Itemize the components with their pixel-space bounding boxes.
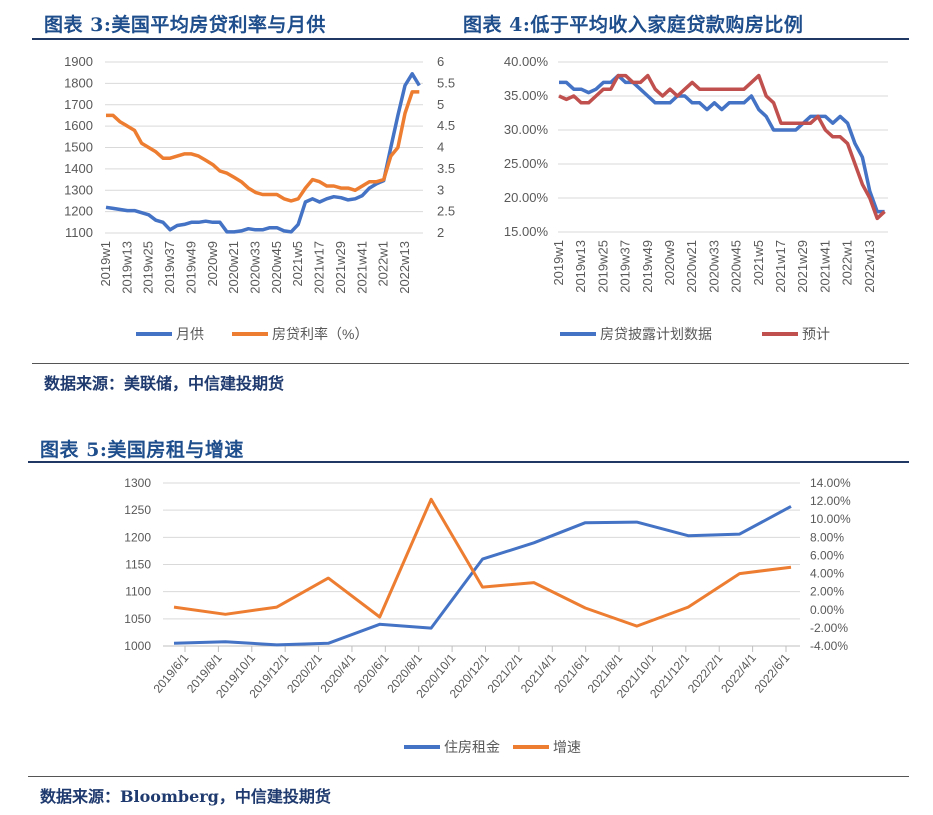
x-tick-label: 2020w9 [662,240,677,286]
title-rule [28,461,909,463]
legend-label: 预计 [802,326,830,342]
y-left-tick-label: 1300 [124,476,151,490]
x-tick-label: 2019w1 [551,240,566,286]
y-right-tick-label: 4 [437,140,444,155]
x-tick-label: 2021w17 [773,240,788,293]
y-right-tick-label: 4.00% [810,567,844,581]
series-line-2 [173,497,792,628]
y-right-tick-label: 4.5 [437,118,455,133]
x-tick-label: 2022w13 [397,241,412,294]
x-tick-label: 2020w45 [269,241,284,294]
y-left-tick-label: 30.00% [504,122,549,137]
x-tick-label: 2022w13 [862,240,877,293]
figure-5-title: 图表 5:美国房租与增速 [40,439,244,461]
x-tick-label: 2019w13 [119,241,134,294]
x-tick-label: 2020w9 [205,241,220,287]
divider [32,363,909,364]
y-left-tick-label: 15.00% [504,224,549,239]
y-right-tick-label: 8.00% [810,530,844,544]
series-line-2 [558,73,886,221]
x-tick-label: 2020w21 [226,241,241,294]
x-tick-label: 2022w1 [376,241,391,287]
x-tick-label: 2019w37 [618,240,633,293]
y-right-tick-label: 5.5 [437,75,455,90]
x-tick-label: 2019w49 [640,240,655,293]
y-left-tick-label: 25.00% [504,156,549,171]
y-right-tick-label: 3 [437,182,444,197]
figure-3-title: 图表 3:美国平均房贷利率与月供 [44,14,326,36]
series-line-1 [105,72,421,234]
series-line-1 [173,505,792,647]
x-tick-label: 2022/6/1 [752,651,793,696]
y-left-tick-label: 1900 [64,54,93,69]
x-tick-label: 2020w33 [248,241,263,294]
x-tick-label: 2021w41 [354,241,369,294]
y-right-tick-label: 2.00% [810,585,844,599]
y-right-tick-label: 0.00% [810,603,844,617]
y-right-tick-label: 5 [437,97,444,112]
source-note-top: 数据来源：美联储，中信建投期货 [44,374,285,393]
y-right-tick-label: 2.5 [437,204,455,219]
y-left-tick-label: 1400 [64,161,93,176]
legend-label: 月供 [176,326,204,342]
divider [28,776,909,777]
y-left-tick-label: 1600 [64,118,93,133]
x-tick-label: 2019w1 [98,241,113,287]
y-left-tick-label: 1250 [124,503,151,517]
y-left-tick-label: 1100 [125,585,151,599]
y-right-tick-label: 3.5 [437,161,455,176]
y-right-tick-label: 12.00% [810,494,851,508]
legend-label: 房贷披露计划数据 [600,326,712,342]
y-left-tick-label: 1150 [125,558,151,572]
y-left-tick-label: 1100 [65,225,93,240]
y-left-tick-label: 1200 [124,530,151,544]
x-tick-label: 2021w5 [751,240,766,286]
y-left-tick-label: 35.00% [504,88,549,103]
x-tick-label: 2019w13 [573,240,588,293]
source-note-bottom: 数据来源：Bloomberg，中信建投期货 [40,787,331,806]
x-tick-label: 2019w37 [162,241,177,294]
y-right-tick-label: 6.00% [810,548,844,562]
x-tick-label: 2019w49 [183,241,198,294]
y-right-tick-label: 10.00% [810,512,851,526]
x-tick-label: 2020w21 [684,240,699,293]
y-right-tick-label: -2.00% [810,621,848,635]
x-tick-label: 2020w45 [729,240,744,293]
figure-4-title: 图表 4:低于平均收入家庭贷款购房比例 [463,14,804,36]
x-tick-label: 2021w29 [795,240,810,293]
title-rule [32,38,472,40]
legend-label: 增速 [553,739,581,755]
title-rule [463,38,909,40]
x-tick-label: 2022w1 [840,240,855,286]
legend-label: 住房租金 [444,739,500,755]
y-left-tick-label: 1800 [64,75,93,90]
y-left-tick-label: 1200 [64,204,93,219]
y-left-tick-label: 40.00% [504,54,549,69]
legend-label: 房贷利率（%） [272,326,368,342]
x-tick-label: 2021w41 [817,240,832,293]
x-tick-label: 2021w29 [333,241,348,294]
y-left-tick-label: 1300 [64,182,93,197]
y-left-tick-label: 1700 [64,97,93,112]
y-left-tick-label: 20.00% [504,190,549,205]
y-right-tick-label: 2 [437,225,444,240]
y-left-tick-label: 1050 [124,612,151,626]
x-tick-label: 2021w17 [312,241,327,294]
y-right-tick-label: -4.00% [810,639,848,653]
x-tick-label: 2019w25 [595,240,610,293]
y-right-tick-label: 6 [437,54,444,69]
x-tick-label: 2019w25 [141,241,156,294]
x-tick-label: 2021w5 [290,241,305,287]
y-right-tick-label: 14.00% [810,476,851,490]
x-tick-label: 2020w33 [706,240,721,293]
y-left-tick-label: 1000 [124,639,151,653]
y-left-tick-label: 1500 [64,140,93,155]
